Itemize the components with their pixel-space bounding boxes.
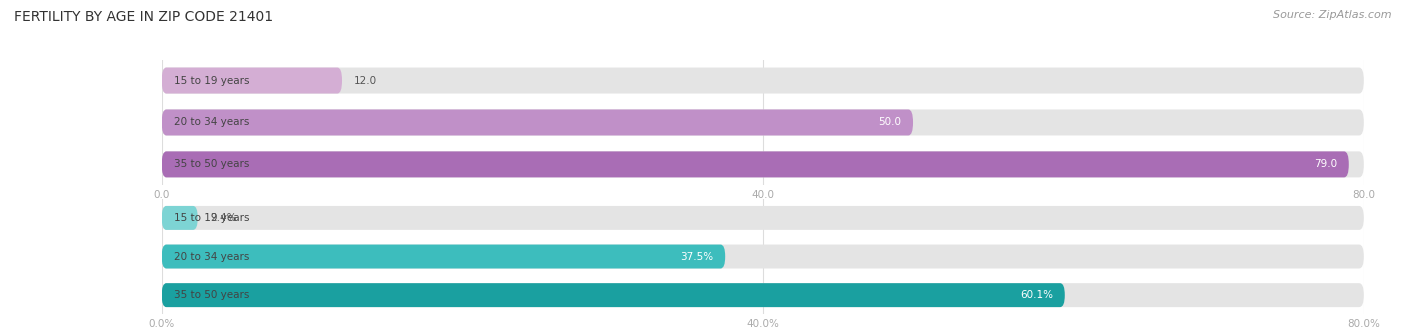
FancyBboxPatch shape xyxy=(162,110,1364,135)
Text: 79.0: 79.0 xyxy=(1313,160,1337,169)
FancyBboxPatch shape xyxy=(162,245,1364,268)
Text: 37.5%: 37.5% xyxy=(681,252,713,261)
Text: 12.0: 12.0 xyxy=(354,75,377,85)
Text: 15 to 19 years: 15 to 19 years xyxy=(174,75,249,85)
Text: 2.4%: 2.4% xyxy=(209,213,236,223)
FancyBboxPatch shape xyxy=(162,283,1364,307)
Text: Source: ZipAtlas.com: Source: ZipAtlas.com xyxy=(1274,10,1392,20)
FancyBboxPatch shape xyxy=(162,206,1364,230)
FancyBboxPatch shape xyxy=(162,151,1348,177)
Text: 20 to 34 years: 20 to 34 years xyxy=(174,118,249,127)
FancyBboxPatch shape xyxy=(162,68,342,94)
FancyBboxPatch shape xyxy=(162,245,725,268)
FancyBboxPatch shape xyxy=(162,110,912,135)
Text: 35 to 50 years: 35 to 50 years xyxy=(174,160,249,169)
FancyBboxPatch shape xyxy=(162,68,1364,94)
Text: 20 to 34 years: 20 to 34 years xyxy=(174,252,249,261)
FancyBboxPatch shape xyxy=(162,151,1364,177)
Text: 50.0: 50.0 xyxy=(877,118,901,127)
FancyBboxPatch shape xyxy=(162,206,198,230)
FancyBboxPatch shape xyxy=(162,283,1064,307)
Text: FERTILITY BY AGE IN ZIP CODE 21401: FERTILITY BY AGE IN ZIP CODE 21401 xyxy=(14,10,273,24)
Text: 35 to 50 years: 35 to 50 years xyxy=(174,290,249,300)
Text: 60.1%: 60.1% xyxy=(1019,290,1053,300)
Text: 15 to 19 years: 15 to 19 years xyxy=(174,213,249,223)
